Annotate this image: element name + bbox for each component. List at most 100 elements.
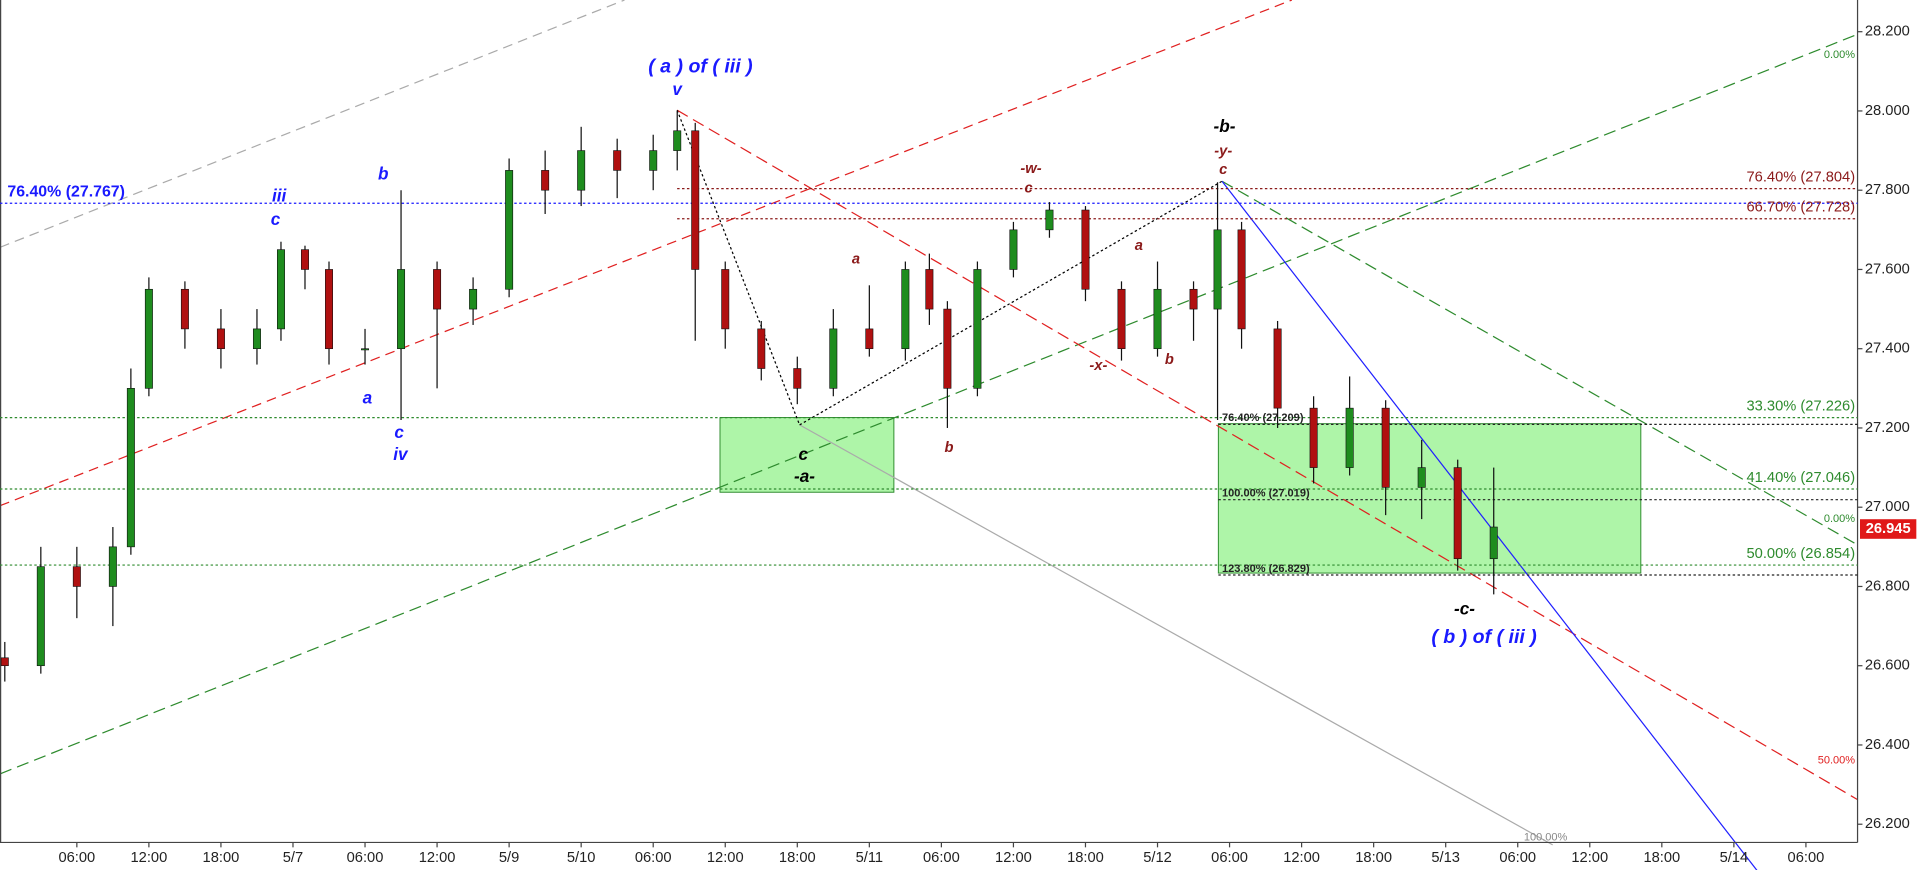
candle-body bbox=[144, 288, 153, 389]
trend-lines bbox=[0, 0, 1858, 870]
candle-body bbox=[361, 348, 370, 351]
channel-line bbox=[0, 0, 1293, 507]
wave-label: a bbox=[1135, 238, 1143, 254]
candle-body bbox=[1309, 407, 1318, 468]
y-tick-label: 26.400 bbox=[1865, 737, 1910, 753]
candle-body bbox=[180, 288, 189, 330]
candle-body bbox=[216, 328, 225, 350]
x-tick-label: 18:00 bbox=[1355, 850, 1392, 866]
channel-line bbox=[0, 0, 625, 248]
wave-label: c bbox=[271, 209, 281, 229]
wave-label: -y- bbox=[1214, 144, 1232, 160]
candle-body bbox=[1117, 288, 1126, 350]
candle-body bbox=[925, 269, 934, 310]
wave-label: c bbox=[1024, 180, 1032, 196]
candle-body bbox=[577, 150, 586, 191]
percent-mark: 0.00% bbox=[1824, 513, 1855, 525]
candle-body bbox=[1453, 467, 1462, 560]
target-zone bbox=[719, 417, 895, 493]
wave-label: b bbox=[1165, 352, 1174, 368]
candle-body bbox=[865, 328, 874, 350]
trend-line bbox=[1221, 180, 1758, 870]
x-tick-label: 18:00 bbox=[779, 850, 816, 866]
fib-label: 76.40% (27.209) bbox=[1222, 412, 1304, 424]
y-tick-label: 27.600 bbox=[1865, 261, 1910, 277]
candle-body bbox=[673, 130, 682, 151]
x-tick-label: 06:00 bbox=[1211, 850, 1248, 866]
candle-body bbox=[36, 566, 45, 667]
wave-label: -w- bbox=[1020, 161, 1041, 177]
wave-label: ( b ) of ( iii ) bbox=[1431, 626, 1536, 648]
wave-label: c bbox=[1219, 162, 1227, 178]
candle-body bbox=[126, 388, 135, 548]
fib-label: 66.70% (27.728) bbox=[1746, 200, 1855, 216]
candle-body bbox=[108, 546, 117, 587]
y-tick-label: 28.000 bbox=[1865, 103, 1910, 119]
wave-label: v bbox=[672, 79, 683, 99]
candle-body bbox=[613, 150, 622, 171]
x-tick-label: 12:00 bbox=[707, 850, 744, 866]
candle-body bbox=[973, 269, 982, 389]
trend-line bbox=[799, 424, 1553, 846]
wave-label: iv bbox=[393, 444, 409, 464]
y-tick-label: 27.000 bbox=[1865, 499, 1910, 515]
channel-line bbox=[676, 109, 1858, 801]
candle-body bbox=[793, 368, 802, 389]
fib-label: 76.40% (27.767) bbox=[7, 183, 125, 200]
candle-body bbox=[252, 328, 261, 350]
candle-body bbox=[325, 269, 333, 350]
x-tick-label: 5/14 bbox=[1720, 850, 1749, 866]
wave-label: -c- bbox=[1454, 598, 1475, 618]
wave-label: -x- bbox=[1089, 358, 1107, 374]
x-tick-label: 5/9 bbox=[499, 850, 519, 866]
candle-body bbox=[829, 328, 838, 389]
percent-mark: 50.00% bbox=[1818, 754, 1856, 766]
channel-line bbox=[0, 33, 1858, 775]
candle-body bbox=[901, 269, 910, 350]
candle-body bbox=[469, 288, 478, 310]
wave-label: -b- bbox=[1214, 116, 1236, 136]
last-price-box bbox=[1860, 519, 1917, 539]
y-tick-label: 26.600 bbox=[1865, 658, 1910, 674]
x-tick-label: 5/12 bbox=[1143, 850, 1172, 866]
wave-label: a bbox=[363, 388, 373, 408]
x-tick-label: 06:00 bbox=[1499, 850, 1536, 866]
candle-body bbox=[397, 269, 406, 350]
candle-body bbox=[649, 150, 658, 171]
candle-body bbox=[505, 170, 514, 290]
fib-label: 76.40% (27.804) bbox=[1746, 169, 1855, 185]
candle-body bbox=[1045, 209, 1054, 231]
x-tick-label: 5/13 bbox=[1431, 850, 1460, 866]
candle-body bbox=[721, 269, 730, 330]
last-price-label: 26.945 bbox=[1866, 521, 1911, 537]
x-tick-label: 5/7 bbox=[283, 850, 303, 866]
candle-body bbox=[0, 657, 9, 667]
candle-body bbox=[1081, 209, 1090, 290]
candle-body bbox=[1153, 288, 1162, 350]
x-tick-label: 12:00 bbox=[1571, 850, 1608, 866]
x-tick-label: 18:00 bbox=[1067, 850, 1104, 866]
y-tick-label: 27.800 bbox=[1865, 182, 1910, 198]
candle-body bbox=[1213, 229, 1222, 310]
x-tick-label: 06:00 bbox=[635, 850, 672, 866]
candle-body bbox=[541, 170, 550, 191]
y-tick-label: 26.200 bbox=[1865, 816, 1910, 832]
wave-label: b bbox=[378, 164, 388, 184]
fib-label: 123.80% (26.829) bbox=[1222, 563, 1310, 575]
y-tick-label: 26.800 bbox=[1865, 578, 1910, 594]
candle-body bbox=[433, 269, 442, 310]
candle-body bbox=[691, 130, 700, 270]
x-tick-label: 12:00 bbox=[1283, 850, 1320, 866]
x-tick-label: 06:00 bbox=[1788, 850, 1825, 866]
candle-body bbox=[276, 249, 285, 330]
channel-line bbox=[1221, 180, 1858, 546]
candle-body bbox=[1489, 526, 1498, 560]
x-tick-label: 06:00 bbox=[923, 850, 960, 866]
x-tick-label: 5/10 bbox=[567, 850, 596, 866]
candle-body bbox=[1273, 328, 1282, 409]
candle-body bbox=[1237, 229, 1246, 330]
fib-label: 41.40% (27.046) bbox=[1746, 470, 1855, 486]
candle-body bbox=[72, 566, 81, 587]
x-tick-label: 18:00 bbox=[203, 850, 240, 866]
